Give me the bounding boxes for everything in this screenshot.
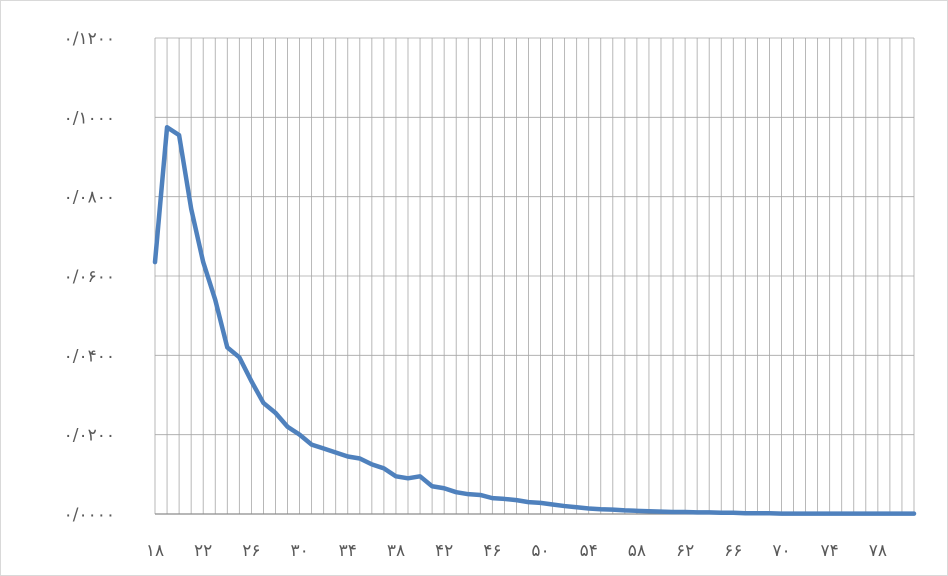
x-tick-label: ۷۸	[869, 541, 887, 561]
x-tick-label: ۱۸	[146, 541, 164, 561]
gridlines	[154, 37, 915, 515]
y-tick-label: ۰/۰۸۰۰	[64, 188, 115, 208]
series-line	[152, 125, 917, 516]
y-tick-label: ۰/۱۲۰۰	[64, 29, 115, 49]
x-tick-label: ۳۰	[290, 541, 308, 561]
x-tick-label: ۲۲	[194, 541, 212, 561]
x-tick-label: ۶۲	[676, 541, 694, 561]
x-tick-label: ۳۴	[339, 541, 357, 561]
x-tick-label: ۵۴	[580, 541, 598, 561]
x-tick-label: ۶۶	[724, 541, 742, 561]
x-tick-label: ۲۶	[242, 541, 260, 561]
y-tick-label: ۰/۱۰۰۰	[64, 108, 115, 128]
x-axis-tick-labels: ۱۸ ۲۲ ۲۶ ۳۰ ۳۴ ۳۸ ۴۲ ۴۶ ۵۰ ۵۴ ۵۸ ۶۲ ۶۶ ۷۰ ۷۴ ۷۸	[146, 541, 887, 561]
x-tick-label: ۵۰	[531, 541, 549, 561]
y-tick-label: ۰/۰۶۰۰	[64, 267, 115, 287]
y-axis-tick-labels: ۰/۰۰۰۰ ۰/۰۲۰۰ ۰/۰۴۰۰ ۰/۰۶۰۰ ۰/۰۸۰۰ ۰/۱۰۰۰ ۰/۱۲…	[64, 29, 115, 525]
y-tick-label: ۰/۰۲۰۰	[64, 426, 115, 446]
x-tick-label: ۴۲	[435, 541, 453, 561]
x-tick-label: ۳۸	[387, 541, 405, 561]
y-tick-label: ۰/۰۴۰۰	[64, 346, 115, 366]
x-tick-label: ۵۸	[628, 541, 646, 561]
x-tick-label: ۷۴	[821, 541, 839, 561]
x-tick-label: ۷۰	[772, 541, 790, 561]
y-tick-label: ۰/۰۰۰۰	[64, 505, 115, 525]
x-tick-label: ۴۶	[483, 541, 501, 561]
